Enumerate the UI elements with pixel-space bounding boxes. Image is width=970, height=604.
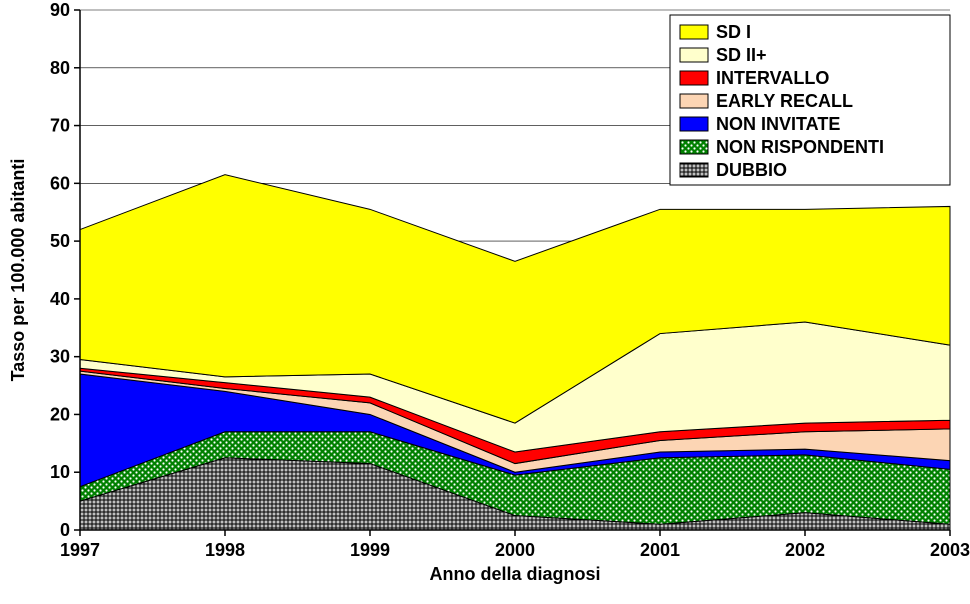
legend-label: INTERVALLO (716, 68, 829, 88)
y-tick-label: 80 (50, 58, 70, 78)
legend-swatch (680, 71, 708, 85)
x-tick-label: 2002 (785, 540, 825, 560)
legend-label: EARLY RECALL (716, 91, 853, 111)
x-tick-label: 1999 (350, 540, 390, 560)
chart-svg: 0 10 20 30 40 50 60 70 80 90 1997 1998 1999 2000 2001 2… (0, 0, 970, 604)
y-tick-label: 40 (50, 289, 70, 309)
stacked-area-chart: 0 10 20 30 40 50 60 70 80 90 1997 1998 1999 2000 2001 2… (0, 0, 970, 604)
legend-label: NON INVITATE (716, 114, 840, 134)
x-tick-label: 2003 (930, 540, 970, 560)
legend-label: SD II+ (716, 45, 767, 65)
y-tick-label: 30 (50, 347, 70, 367)
x-tick-label: 1998 (205, 540, 245, 560)
legend-label: DUBBIO (716, 160, 787, 180)
y-tick-label: 20 (50, 404, 70, 424)
y-tick-label: 60 (50, 173, 70, 193)
legend-swatch (680, 25, 708, 39)
legend-swatch (680, 140, 708, 154)
y-axis-title: Tasso per 100.000 abitanti (8, 159, 28, 382)
y-tick-label: 70 (50, 116, 70, 136)
legend-swatch (680, 48, 708, 62)
y-tick-label: 90 (50, 0, 70, 20)
legend-swatch (680, 117, 708, 131)
x-tick-label: 2001 (640, 540, 680, 560)
x-tick-label: 1997 (60, 540, 100, 560)
legend-swatch (680, 94, 708, 108)
x-axis-title: Anno della diagnosi (429, 564, 600, 584)
legend-swatch (680, 163, 708, 177)
y-tick-label: 10 (50, 462, 70, 482)
x-tick-label: 2000 (495, 540, 535, 560)
y-tick-label: 0 (60, 520, 70, 540)
legend-label: SD I (716, 22, 751, 42)
y-tick-label: 50 (50, 231, 70, 251)
legend-label: NON RISPONDENTI (716, 137, 884, 157)
